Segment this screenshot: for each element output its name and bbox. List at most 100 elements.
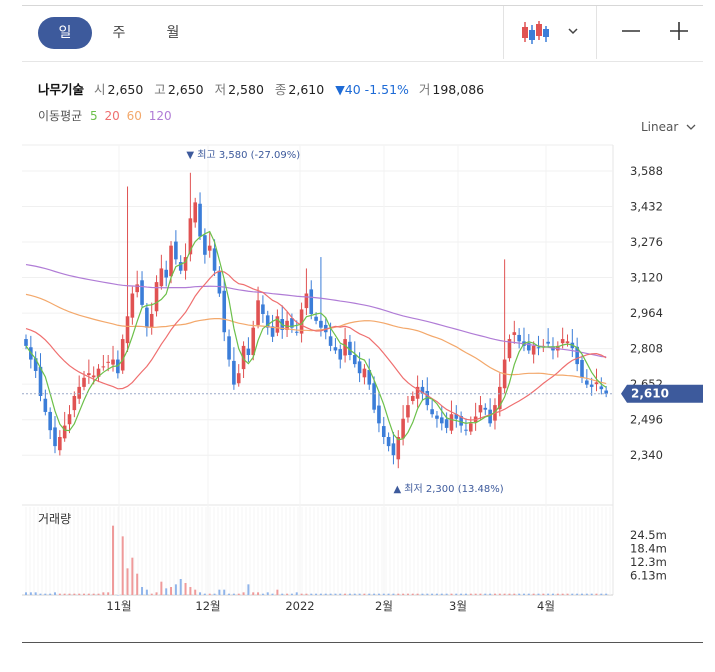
volume-bar (121, 536, 124, 595)
low-annotation: ▲ 최저 2,300 (13.48%) (393, 483, 503, 495)
candle-body (77, 386, 81, 399)
volume-bar (363, 593, 366, 595)
candle-body (381, 426, 386, 437)
volume-bar (421, 593, 424, 595)
toolbar-divider-line (22, 61, 703, 62)
tab-week[interactable]: 주 (112, 25, 126, 41)
candle-body (580, 360, 584, 378)
candle-body (488, 409, 492, 424)
toolbar-divider (596, 6, 597, 59)
candle-body (594, 382, 599, 385)
volume-bar (290, 593, 293, 595)
volume-bar (281, 593, 284, 595)
volume-bar (522, 593, 525, 595)
ma120-line (25, 263, 607, 358)
y-tick-label: 3,120 (630, 271, 663, 285)
current-price-label: 2,610 (631, 387, 669, 401)
candle-body (498, 386, 502, 410)
volume-bar (319, 593, 322, 595)
volume-bar (571, 593, 574, 595)
volume-bar (179, 579, 182, 595)
volume-bar (455, 593, 458, 595)
candle-body (319, 320, 323, 328)
candle-body (377, 405, 381, 424)
volume-bar (324, 593, 327, 595)
candle-body (483, 407, 488, 410)
plus-icon[interactable] (668, 20, 690, 42)
candle-body (343, 339, 347, 356)
volume-bar (474, 593, 477, 595)
candle-body (227, 336, 231, 360)
candle-body (367, 370, 372, 385)
volume-bar (392, 593, 395, 595)
x-tick-label: 4월 (537, 599, 555, 613)
volume-bar (329, 593, 332, 595)
candle-body (444, 419, 449, 428)
volume-bar (406, 593, 409, 595)
candle-body (396, 437, 401, 460)
volume-bar (155, 592, 158, 595)
volume-bar (208, 593, 211, 595)
volume-bar (556, 593, 559, 595)
low-value: 2,580 (228, 82, 264, 97)
candle-body (246, 348, 251, 355)
volume-bar (160, 581, 163, 595)
candle-body (203, 235, 207, 255)
candle-body (140, 280, 144, 305)
candle-body (420, 386, 425, 394)
volume-bar (595, 593, 598, 595)
candle-body (193, 202, 198, 223)
candlestick-icon[interactable] (520, 20, 550, 46)
volume-bar (547, 593, 550, 595)
ma120-label: 120 (148, 109, 172, 123)
volume-bar (339, 593, 342, 595)
candle-body (328, 336, 333, 346)
tab-day[interactable]: 일 (38, 17, 92, 49)
volume-bar (63, 593, 66, 595)
tab-month[interactable]: 월 (166, 25, 180, 41)
volume-bar (373, 593, 376, 595)
candle-body (270, 326, 275, 337)
volume-bar (78, 593, 81, 595)
candle-body (449, 414, 454, 431)
x-tick-label: 3월 (449, 599, 467, 613)
ma5-label: 5 (90, 109, 98, 123)
candle-body (464, 429, 468, 431)
volume-bar (348, 593, 351, 595)
volume-bar (232, 593, 235, 595)
minus-icon[interactable] (620, 20, 642, 42)
volume-bar (276, 589, 279, 595)
volume-bar (479, 593, 482, 595)
volume-bar (174, 584, 177, 595)
candle-body (589, 384, 594, 387)
volume-bar (247, 584, 250, 595)
volume-bar (170, 587, 173, 595)
candle-body (391, 443, 396, 456)
chevron-down-icon[interactable] (566, 24, 580, 38)
candle-body (531, 345, 536, 355)
candle-body (174, 241, 178, 260)
candle-body (149, 314, 154, 328)
candle-body (372, 383, 376, 410)
candle-body (217, 270, 222, 294)
volume-tick-label: 12.3m (630, 555, 667, 569)
volume-bar (315, 593, 318, 595)
volume-bar (194, 589, 197, 595)
stock-info-bar: 나무기술 시 2,650 고 2,650 저 2,580 종 2,610 ▼40 -1.… (38, 79, 491, 98)
bottom-border (22, 642, 703, 643)
volume-bar (271, 593, 274, 595)
volume-bar (54, 592, 57, 595)
close-label: 종 (274, 82, 287, 97)
candle-body (236, 373, 241, 384)
volume-bar (484, 593, 487, 595)
volume-bar (199, 592, 202, 595)
scale-dropdown[interactable]: Linear (641, 120, 696, 134)
moving-average-legend[interactable]: 이동평균 5 20 60 120 (38, 107, 176, 124)
scale-label: Linear (641, 120, 679, 134)
volume-bar (387, 593, 390, 595)
volume-bar (493, 593, 496, 595)
candle-body (357, 361, 362, 374)
volume-bar (585, 593, 588, 595)
candle-body (478, 405, 483, 413)
